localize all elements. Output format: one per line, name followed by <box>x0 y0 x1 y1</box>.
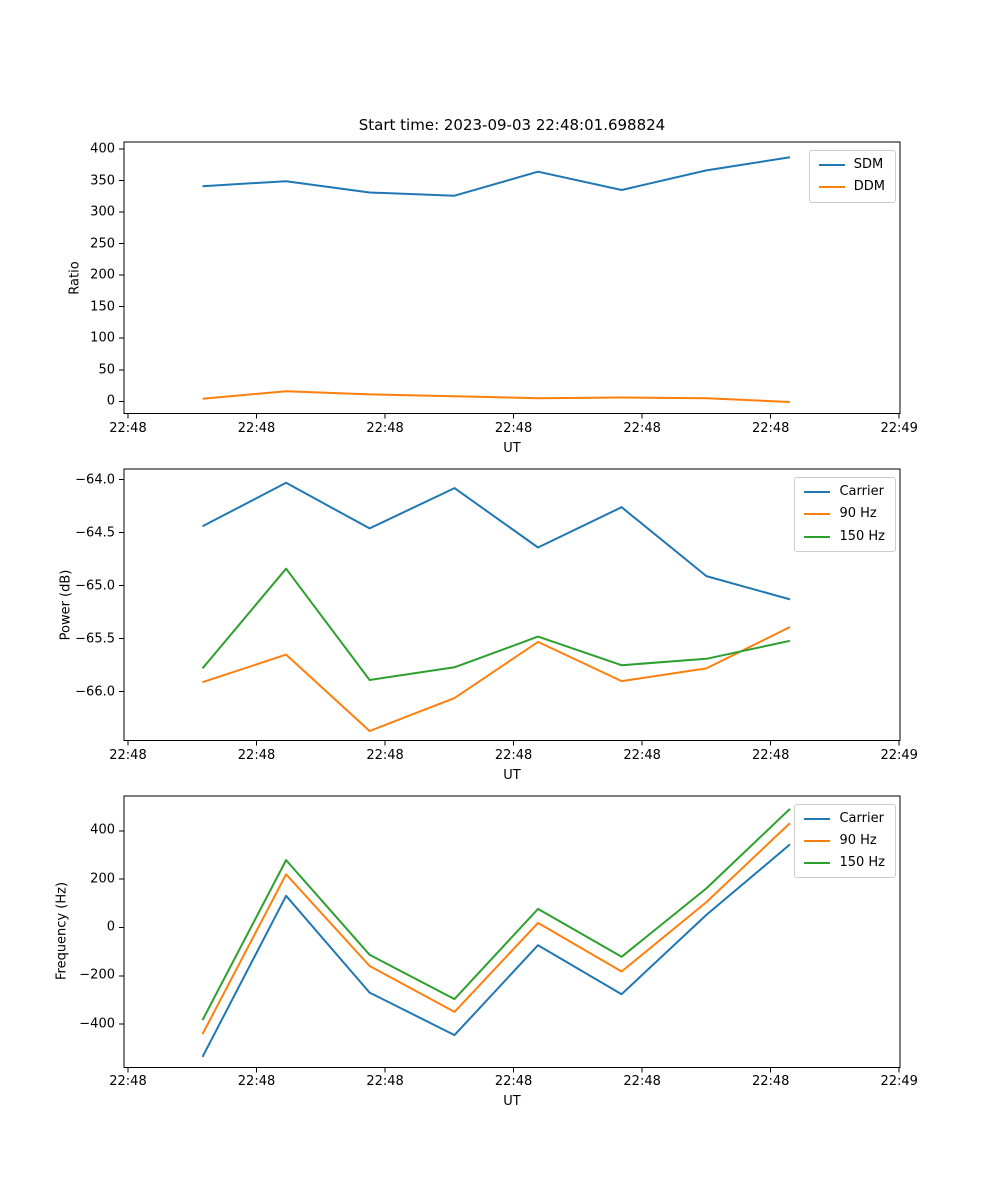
legend-line-icon <box>818 164 845 167</box>
y-tick-label: −200 <box>79 967 115 983</box>
y-tick-label: 200 <box>90 267 115 283</box>
y-tick-label: 100 <box>90 330 115 346</box>
legend-label: Carrier <box>839 810 884 826</box>
y-tick-label: 350 <box>90 173 115 189</box>
y-tick-label: 50 <box>98 362 115 378</box>
legend-line-icon <box>804 535 831 538</box>
x-axis-label: UT <box>503 767 521 783</box>
y-axis-label: Ratio <box>67 261 83 295</box>
y-axis-label: Power (dB) <box>58 569 74 641</box>
x-tick-label: 22:48 <box>494 747 533 763</box>
legend-item-90-hz: 90 Hz <box>804 506 885 522</box>
series-line-ddm <box>202 390 791 403</box>
y-axis-label: Frequency (Hz) <box>54 882 70 981</box>
x-tick-label: 22:48 <box>494 1074 533 1089</box>
x-tick-label: 22:48 <box>494 420 533 436</box>
legend-label: SDM <box>853 157 884 172</box>
legend-label: 150 Hz <box>839 528 885 544</box>
legend-item-90-hz: 90 Hz <box>804 833 885 849</box>
x-axis-label: UT <box>503 1094 521 1109</box>
series-line-sdm <box>202 156 791 197</box>
legend-line-icon <box>804 491 831 494</box>
y-tick-label: −65.5 <box>75 631 115 647</box>
y-tick-label: 200 <box>90 871 115 887</box>
x-tick-label: 22:49 <box>880 420 918 436</box>
y-tick-label: −66.0 <box>75 684 115 700</box>
x-tick-label: 22:48 <box>109 420 147 436</box>
legend-item-150-hz: 150 Hz <box>804 855 885 871</box>
x-tick-label: 22:48 <box>109 747 147 763</box>
axes-frame <box>123 468 901 741</box>
x-tick-label: 22:48 <box>366 420 404 436</box>
y-tick-label: 0 <box>106 393 115 409</box>
x-tick-label: 22:49 <box>880 1074 918 1089</box>
x-tick-label: 22:48 <box>109 1074 147 1089</box>
x-tick-label: 22:48 <box>366 747 404 763</box>
y-tick-label: 250 <box>90 236 115 252</box>
x-tick-label: 22:48 <box>751 1074 790 1089</box>
x-tick-label: 22:48 <box>751 747 790 763</box>
legend-line-icon <box>804 839 831 842</box>
x-axis-label: UT <box>503 440 521 456</box>
y-tick-label: −400 <box>79 1016 115 1032</box>
x-tick-label: 22:48 <box>623 420 661 436</box>
legend-label: 90 Hz <box>839 832 877 848</box>
legend-label: DDM <box>853 179 885 195</box>
legend-label: 150 Hz <box>839 855 885 870</box>
legend-line-icon <box>804 862 831 865</box>
legend-line-icon <box>804 513 831 516</box>
series-line-150-hz <box>201 567 791 681</box>
legend-item-ddm: DDM <box>818 179 885 195</box>
legend-item-carrier: Carrier <box>804 811 885 827</box>
series-line-90-hz <box>201 821 791 1035</box>
axes-frame <box>123 795 901 1068</box>
chart-title: Start time: 2023-09-03 22:48:01.698824 <box>358 116 666 134</box>
x-tick-label: 22:48 <box>623 747 661 763</box>
x-tick-label: 22:48 <box>623 1074 661 1089</box>
legend-item-150-hz: 150 Hz <box>804 529 885 545</box>
x-tick-label: 22:48 <box>237 1074 276 1089</box>
legend: Carrier 90 Hz 150 Hz <box>794 803 896 879</box>
legend-label: 90 Hz <box>839 506 877 522</box>
legend-item-sdm: SDM <box>818 157 885 173</box>
y-tick-label: 400 <box>90 141 115 157</box>
x-tick-label: 22:48 <box>366 1074 404 1089</box>
plot-canvas-1 <box>119 141 901 419</box>
series-line-150-hz <box>201 807 791 1021</box>
y-tick-label: −64.0 <box>75 472 115 488</box>
x-tick-label: 22:48 <box>237 420 276 436</box>
legend: SDM DDM <box>808 150 896 203</box>
series-line-carrier <box>201 843 791 1057</box>
x-tick-label: 22:49 <box>880 747 918 763</box>
axes-frame <box>123 141 901 414</box>
legend-line-icon <box>818 186 845 189</box>
y-tick-label: 400 <box>90 822 115 838</box>
plot-canvas-2 <box>119 468 901 746</box>
series-line-carrier <box>202 481 791 601</box>
legend: Carrier 90 Hz 150 Hz <box>794 477 896 552</box>
y-tick-label: −65.0 <box>75 578 115 594</box>
series-line-90-hz <box>202 626 791 732</box>
y-tick-label: 300 <box>90 204 115 220</box>
x-tick-label: 22:48 <box>751 420 790 436</box>
y-tick-label: −64.5 <box>75 525 115 541</box>
legend-line-icon <box>804 817 831 820</box>
x-tick-label: 22:48 <box>237 747 276 763</box>
plot-canvas-3 <box>119 795 901 1072</box>
legend-item-carrier: Carrier <box>804 484 885 500</box>
y-tick-label: 0 <box>106 919 115 935</box>
y-tick-label: 150 <box>90 299 115 315</box>
legend-label: Carrier <box>839 484 884 499</box>
